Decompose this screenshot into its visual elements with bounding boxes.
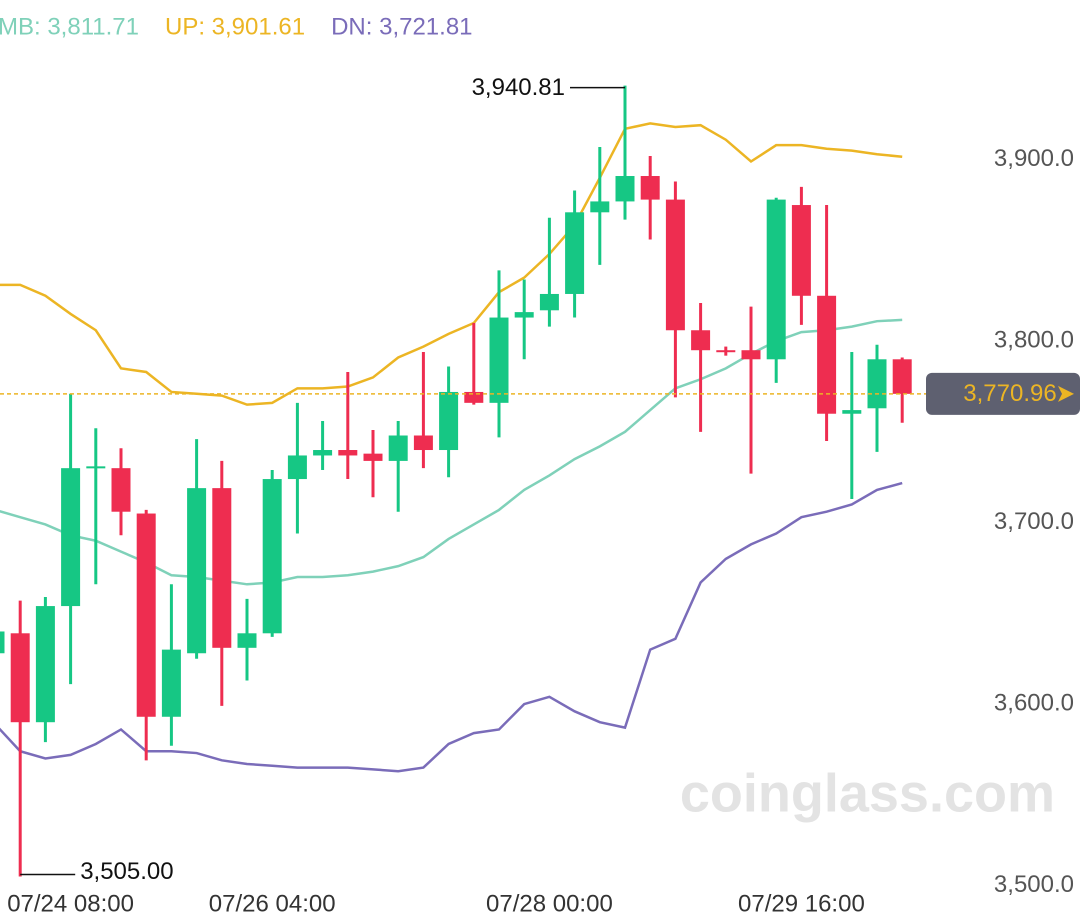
- price-tag-label: 3,770.96: [963, 380, 1056, 407]
- price-tag-arrow: [1058, 385, 1074, 402]
- band-line: [0, 318, 903, 586]
- y-tick-label: 3,900.0: [994, 145, 1074, 172]
- candle-body: [262, 479, 282, 634]
- candle-body: [35, 606, 55, 723]
- candle-body: [287, 455, 307, 480]
- x-tick-label: 07/24 08:00: [7, 890, 134, 917]
- candle-body: [136, 513, 156, 717]
- candle-body: [489, 317, 509, 403]
- candle-body: [539, 293, 559, 311]
- candle-body: [691, 330, 711, 351]
- candle-body: [0, 631, 5, 654]
- low-label: 3,505.00: [80, 858, 173, 885]
- legend-entry: MB: 3,811.71: [0, 13, 139, 40]
- candle-body: [565, 212, 585, 294]
- candle-body: [741, 350, 761, 360]
- candle-body: [640, 176, 660, 200]
- candle-body: [514, 312, 534, 318]
- y-tick-label: 3,600.0: [994, 689, 1074, 716]
- candle-body: [791, 205, 811, 296]
- candle-body: [615, 176, 635, 202]
- watermark: coinglass.com: [680, 763, 1055, 823]
- candle-body: [716, 350, 736, 353]
- candle-body: [187, 488, 207, 654]
- x-tick-label: 07/26 04:00: [209, 890, 336, 917]
- candle-body: [867, 359, 887, 409]
- candle-body: [338, 450, 358, 456]
- candle-body: [439, 391, 459, 451]
- candle-body: [363, 453, 383, 461]
- candle-body: [61, 468, 81, 607]
- candle-body: [86, 466, 106, 469]
- band-line: [0, 122, 903, 406]
- high-label: 3,940.81: [472, 74, 565, 101]
- candle-body: [590, 201, 610, 213]
- candle-body: [766, 199, 786, 360]
- band-line: [0, 481, 903, 773]
- candle-body: [842, 410, 862, 414]
- candle-body: [388, 435, 408, 461]
- legend-entry: UP: 3,901.61: [165, 13, 305, 40]
- candle-body: [111, 468, 131, 512]
- y-tick-label: 3,800.0: [994, 326, 1074, 353]
- candle-body: [313, 450, 333, 456]
- candle-body: [237, 633, 257, 648]
- candle-body: [817, 295, 837, 414]
- candle-body: [212, 488, 232, 648]
- y-tick-label: 3,700.0: [994, 508, 1074, 535]
- legend-entry: DN: 3,721.81: [331, 13, 472, 40]
- candle-body: [413, 435, 433, 451]
- price-tag: [926, 372, 1080, 415]
- candle-body: [892, 359, 912, 394]
- y-tick-label: 3,500.0: [994, 871, 1074, 898]
- x-tick-label: 07/28 00:00: [486, 890, 613, 917]
- candle-body: [161, 649, 181, 717]
- x-tick-label: 07/29 16:00: [738, 890, 865, 917]
- candle-body: [665, 199, 685, 331]
- candle-body: [10, 633, 30, 723]
- candle-body: [464, 391, 484, 403]
